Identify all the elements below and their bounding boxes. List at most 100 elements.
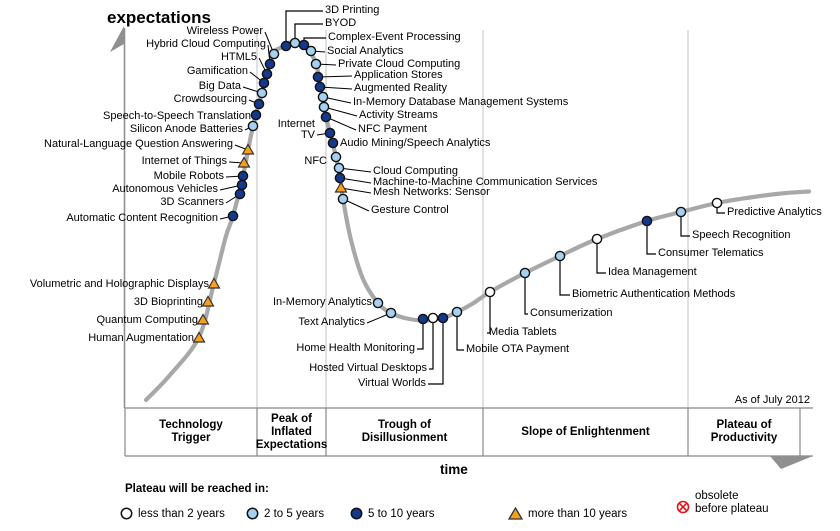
dark-blue-circle-icon	[350, 507, 363, 520]
leader-line	[596, 239, 606, 274]
tech-point-dot	[310, 58, 322, 70]
phase-trough-of-disillusionment: Trough of Disillusionment	[361, 419, 448, 444]
tech-label: HTML5	[220, 51, 257, 63]
leader-line	[428, 318, 444, 385]
legend-label: obsolete before plateau	[695, 490, 769, 515]
tech-point-dot	[268, 48, 280, 60]
tech-point-dot	[256, 87, 268, 99]
tech-label: Internet of Things	[141, 155, 227, 167]
tech-label: 3D Bioprinting	[133, 296, 203, 308]
legend-label: less than 2 years	[138, 507, 225, 520]
tech-point-dot	[451, 306, 463, 318]
tech-point-dot	[675, 206, 687, 218]
leader-line	[338, 167, 372, 173]
tech-label: Augmented Reality	[354, 82, 447, 94]
tech-point-dot	[591, 233, 603, 245]
tech-point-dot	[320, 111, 332, 123]
legend-item-obsolete-before-plateau: obsolete before plateau	[676, 490, 769, 516]
tech-point-dot	[385, 307, 397, 319]
leader-line	[319, 86, 353, 90]
tech-label: 3D Printing	[325, 4, 380, 16]
tech-point-dot	[298, 39, 310, 51]
tech-point-dot	[264, 58, 276, 70]
tech-point-dot	[250, 109, 262, 121]
as-of-date: As of July 2012	[734, 394, 810, 406]
tech-point-dot	[324, 127, 336, 139]
tech-point-dot	[427, 312, 439, 324]
phase-slope-of-enlightenment: Slope of Enlightenment	[521, 425, 650, 438]
tech-point-dot	[236, 179, 248, 191]
y-axis-label: expectations	[107, 8, 211, 27]
tech-label: Volumetric and Holographic Displays	[29, 278, 209, 290]
tech-label: BYOD	[325, 17, 357, 29]
tech-point-dot	[261, 68, 273, 80]
tech-label: Mobile OTA Payment	[466, 343, 570, 355]
tech-point-dot	[484, 286, 496, 298]
obsolete-crossed-circle-icon	[676, 500, 690, 514]
leader-line	[294, 23, 323, 43]
tech-point-dot	[337, 193, 349, 205]
tech-label: Hybrid Cloud Computing	[146, 38, 266, 50]
leader-line	[317, 75, 353, 78]
tech-label: Natural-Language Question Answering	[44, 138, 233, 150]
tech-label: Virtual Worlds	[357, 377, 426, 389]
tech-point-triangle	[237, 156, 251, 168]
tech-point-triangle	[241, 143, 255, 155]
tech-label: 3D Scanners	[160, 196, 224, 208]
tech-point-triangle	[207, 277, 221, 289]
tech-label: Mesh Networks: Sensor	[373, 186, 490, 198]
tech-label: Cloud Computing	[373, 165, 458, 177]
tech-point-dot	[519, 267, 531, 279]
leader-line	[285, 10, 323, 46]
tech-point-dot	[641, 215, 653, 227]
legend-label: 2 to 5 years	[264, 507, 325, 520]
y-axis-arrowhead	[110, 26, 124, 52]
tech-label: Hosted Virtual Desktops	[309, 362, 427, 374]
tech-point-dot	[711, 197, 723, 209]
phase-technology-trigger: Technology Trigger	[159, 419, 223, 444]
light-blue-circle-icon	[246, 507, 259, 520]
legend-item-5-to-10-years: 5 to 10 years	[350, 507, 434, 520]
tech-point-dot	[305, 45, 317, 57]
tech-point-triangle	[192, 331, 206, 343]
tech-label: Automatic Content Recognition	[66, 212, 218, 224]
tech-point-dot	[234, 188, 246, 200]
tech-point-triangle	[196, 313, 210, 325]
tech-point-dot	[253, 98, 265, 110]
tech-point-dot	[318, 101, 330, 113]
tech-point-dot	[237, 170, 249, 182]
legend-heading: Plateau will be reached in:	[125, 483, 269, 495]
tech-point-triangle	[334, 181, 348, 193]
legend-item-2-to-5-years: 2 to 5 years	[246, 507, 324, 520]
tech-label: Complex-Event Processing	[328, 31, 461, 43]
tech-point-triangle	[201, 295, 215, 307]
tech-point-dot	[258, 77, 270, 89]
leader-line	[429, 318, 434, 370]
tech-label: Wireless Power	[186, 25, 263, 37]
leader-line	[325, 116, 357, 131]
white-circle-icon	[120, 507, 133, 520]
tech-label: Biometric Authentication Methods	[572, 288, 736, 300]
phase-peak-of-inflated-expectations: Peak of Inflated Expectations	[255, 412, 328, 451]
tech-label: Internet TV	[277, 118, 315, 141]
tech-label: In-Memory Database Management Systems	[353, 96, 569, 108]
tech-point-dot	[312, 71, 324, 83]
leader-line	[487, 292, 491, 334]
tech-label: Media Tablets	[489, 326, 557, 338]
tech-label: Crowdsourcing	[173, 93, 247, 105]
tech-label: Activity Streams	[359, 109, 438, 121]
tech-label: Social Analytics	[327, 45, 404, 57]
tech-label: Gamification	[186, 65, 248, 77]
time-arrowhead	[770, 456, 813, 469]
tech-point-dot	[372, 297, 384, 309]
leader-line	[340, 187, 372, 194]
leader-line	[456, 312, 464, 351]
leader-line	[524, 273, 528, 315]
tech-label: Silicon Anode Batteries	[129, 123, 243, 135]
tech-point-dot	[317, 91, 329, 103]
tech-point-dot	[227, 210, 239, 222]
x-axis-label: time	[440, 462, 468, 477]
tech-point-dot	[330, 151, 342, 163]
tech-point-dot	[314, 81, 326, 93]
